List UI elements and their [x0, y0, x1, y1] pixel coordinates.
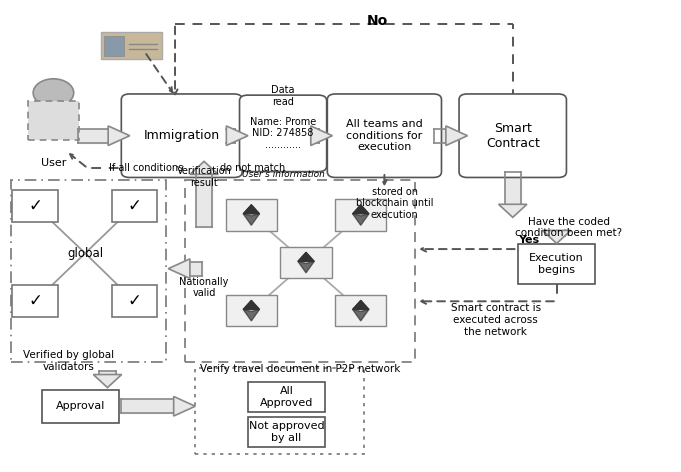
Bar	[12, 190, 58, 221]
Bar	[195, 368, 364, 454]
FancyBboxPatch shape	[459, 94, 567, 177]
Text: Yes: Yes	[518, 235, 539, 244]
Text: ✓: ✓	[127, 292, 142, 310]
Polygon shape	[93, 375, 122, 388]
Bar	[248, 417, 326, 447]
Text: Not approved
by all: Not approved by all	[249, 421, 324, 443]
FancyBboxPatch shape	[240, 95, 327, 172]
Bar	[225, 199, 277, 231]
FancyBboxPatch shape	[328, 94, 441, 177]
Text: stored on
blockchain until
execution: stored on blockchain until execution	[355, 187, 433, 220]
Text: User: User	[41, 158, 66, 168]
Polygon shape	[243, 205, 259, 214]
Text: Verified by global
validators: Verified by global validators	[23, 350, 114, 372]
Bar	[104, 36, 125, 56]
Polygon shape	[108, 126, 130, 145]
Bar	[335, 199, 386, 231]
FancyBboxPatch shape	[121, 94, 242, 177]
Text: Smart
Contract: Smart Contract	[486, 122, 539, 150]
Text: If all conditions: If all conditions	[109, 163, 183, 173]
Polygon shape	[353, 214, 369, 225]
Polygon shape	[298, 261, 314, 273]
Text: ✓: ✓	[127, 197, 142, 215]
Polygon shape	[190, 161, 218, 175]
Bar	[112, 286, 157, 317]
Polygon shape	[168, 259, 190, 278]
Text: Nationally
valid: Nationally valid	[179, 277, 229, 298]
Polygon shape	[226, 126, 248, 145]
Bar	[101, 32, 161, 59]
Polygon shape	[446, 126, 467, 145]
Text: Have the coded
condition been met?: Have the coded condition been met?	[516, 217, 622, 238]
Bar	[42, 390, 119, 422]
Polygon shape	[498, 204, 527, 217]
Bar	[11, 180, 166, 362]
Bar	[28, 101, 79, 140]
Polygon shape	[243, 214, 259, 225]
Text: Verification
result: Verification result	[176, 166, 232, 187]
Bar	[185, 180, 415, 362]
Bar	[112, 190, 157, 221]
Text: Name: Prome
NID: 274858
............: Name: Prome NID: 274858 ............	[250, 117, 316, 150]
Bar	[248, 382, 326, 412]
Bar	[225, 295, 277, 327]
Bar	[12, 286, 58, 317]
Text: Approval: Approval	[56, 401, 105, 411]
Text: Immigration: Immigration	[144, 129, 220, 142]
Bar	[518, 244, 595, 284]
Text: do not match: do not match	[220, 163, 285, 173]
Text: Execution
begins: Execution begins	[529, 253, 584, 275]
Polygon shape	[353, 205, 369, 214]
Polygon shape	[243, 300, 259, 310]
Text: All
Approved: All Approved	[259, 386, 313, 408]
Text: No: No	[367, 15, 388, 28]
Polygon shape	[543, 230, 571, 244]
Text: Smart contract is
executed across
the network: Smart contract is executed across the ne…	[451, 303, 541, 337]
Text: All teams and
conditions for
execution: All teams and conditions for execution	[346, 119, 423, 152]
Circle shape	[33, 79, 74, 107]
Polygon shape	[243, 310, 259, 321]
Text: global: global	[67, 247, 104, 260]
Polygon shape	[298, 253, 314, 261]
Bar	[281, 247, 332, 278]
Bar	[335, 295, 386, 327]
Text: Verify travel document in P2P network: Verify travel document in P2P network	[200, 364, 400, 374]
Text: Data
read: Data read	[271, 85, 295, 107]
Polygon shape	[353, 300, 369, 310]
Text: ✓: ✓	[29, 292, 42, 310]
Text: ✓: ✓	[29, 197, 42, 215]
Polygon shape	[353, 310, 369, 321]
Polygon shape	[311, 126, 332, 145]
Polygon shape	[174, 396, 195, 416]
Text: User's information: User's information	[242, 170, 325, 179]
